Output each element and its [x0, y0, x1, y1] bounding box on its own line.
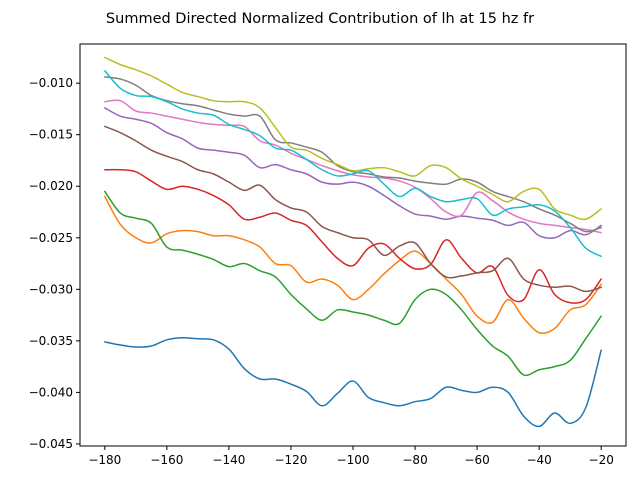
series-line-1 [104, 337, 602, 428]
y-tick-label: −0.020 [29, 179, 73, 193]
chart-title: Summed Directed Normalized Contribution … [106, 11, 534, 27]
y-tick-label: −0.035 [29, 334, 73, 348]
y-tick-label: −0.015 [29, 128, 73, 142]
y-tick-label: −0.040 [29, 385, 73, 399]
x-tick-label: −100 [337, 453, 370, 467]
y-tick-label: −0.025 [29, 231, 73, 245]
series-line-10 [104, 70, 602, 258]
x-tick-label: −80 [402, 453, 427, 467]
series-line-6 [104, 125, 602, 293]
series-line-8 [104, 76, 602, 233]
series-line-4 [104, 168, 602, 304]
x-tick-label: −160 [150, 453, 183, 467]
y-axis: −0.045 −0.040 −0.035 −0.030 −0.025 −0.020 −0.0… [29, 76, 80, 451]
x-tick-label: −140 [212, 453, 245, 467]
x-tick-label: −60 [464, 453, 489, 467]
y-tick-label: −0.010 [29, 76, 73, 90]
series-line-5 [104, 107, 602, 239]
series-line-2 [104, 195, 602, 334]
series-line-9 [104, 56, 602, 221]
x-axis: −180 −160 −140 −120 −100 −80 −60 −40 −20 [88, 446, 614, 467]
x-tick-label: −40 [526, 453, 551, 467]
series-line-3 [104, 190, 602, 377]
x-tick-label: −180 [88, 453, 121, 467]
series-line-7 [104, 99, 602, 234]
y-tick-label: −0.045 [29, 437, 73, 451]
y-tick-label: −0.030 [29, 282, 73, 296]
x-tick-label: −20 [589, 453, 614, 467]
plot-frame [79, 43, 627, 447]
series-lines [104, 56, 602, 428]
x-tick-label: −120 [274, 453, 307, 467]
